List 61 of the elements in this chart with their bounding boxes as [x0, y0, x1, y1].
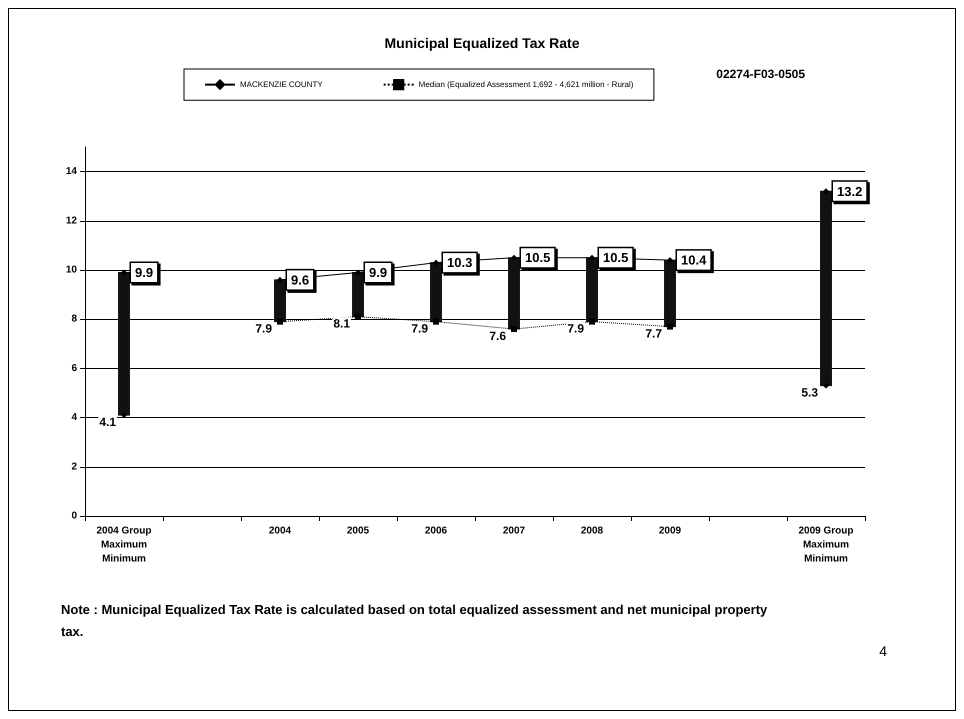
data-label: 9.9 — [369, 264, 388, 280]
point — [667, 324, 673, 330]
x-tick-label: 2008 — [580, 526, 604, 536]
text: 4 — [879, 643, 887, 659]
point — [121, 269, 127, 276]
data-label: 10.4 — [681, 252, 708, 268]
point — [667, 257, 673, 264]
data-label: 7.9 — [411, 322, 428, 336]
data-label: 5.3 — [801, 386, 818, 400]
data-label: 13.2 — [837, 184, 862, 199]
data-label: 10.5 — [603, 250, 628, 266]
data-label: 7.7 — [645, 326, 662, 341]
x-tick-label: 2005 — [346, 526, 370, 536]
bar — [430, 262, 442, 322]
point — [823, 382, 829, 389]
data-label: 10.3 — [447, 255, 472, 270]
legend-label: MACKENZIE COUNTY — [240, 80, 324, 90]
point — [589, 254, 595, 261]
x-tick-label: 2009 Group Maximum Minimum — [798, 526, 854, 564]
x-tick-label: 2004 Group Maximum Minimum — [96, 526, 152, 564]
point — [277, 276, 283, 283]
bar — [118, 272, 130, 416]
bar — [274, 279, 286, 322]
y-tick-label: 6 — [71, 362, 78, 374]
data-label: 7.6 — [489, 329, 506, 344]
y-tick-label: 4 — [71, 412, 78, 424]
x-tick-label: 2007 — [502, 526, 526, 536]
y-tick-label: 0 — [71, 510, 78, 522]
y-tick-label: 12 — [66, 215, 78, 226]
point — [277, 318, 283, 325]
bar — [820, 190, 832, 386]
chart-title: Municipal Equalized Tax Rate — [384, 35, 580, 51]
bar — [586, 257, 598, 322]
data-label: 8.1 — [333, 316, 350, 331]
text: 02274-F03-0505 — [716, 67, 805, 81]
data-label: 7.9 — [255, 322, 272, 336]
point — [355, 269, 361, 276]
legend-label: Median (Equalized Assessment 1,692 - 4,621 million - Rural) — [418, 80, 634, 90]
point — [823, 188, 829, 194]
x-tick-label: 2009 — [658, 526, 682, 536]
x-tick-label: 2004 — [268, 526, 292, 536]
y-tick-label: 14 — [66, 166, 78, 178]
text: Note : Municipal Equalized Tax Rate is calculated based on total equalized assessment and net municipal property tax. — [61, 601, 768, 641]
y-tick-label: 8 — [71, 314, 78, 325]
data-label: 9.6 — [291, 272, 310, 288]
x-tick-label: 2006 — [424, 526, 448, 536]
data-label: 7.9 — [567, 322, 584, 336]
bar — [352, 272, 364, 318]
point — [511, 254, 517, 261]
y-tick-label: 2 — [71, 461, 78, 472]
bar — [508, 257, 520, 330]
data-label: 4.1 — [99, 415, 116, 430]
point — [121, 412, 127, 418]
data-label: 9.9 — [135, 264, 154, 280]
point — [589, 318, 595, 325]
bar — [664, 260, 676, 328]
point — [433, 260, 439, 266]
data-label: 10.5 — [525, 250, 550, 266]
y-tick-label: 10 — [66, 264, 78, 276]
point — [433, 318, 439, 325]
point — [511, 326, 517, 332]
